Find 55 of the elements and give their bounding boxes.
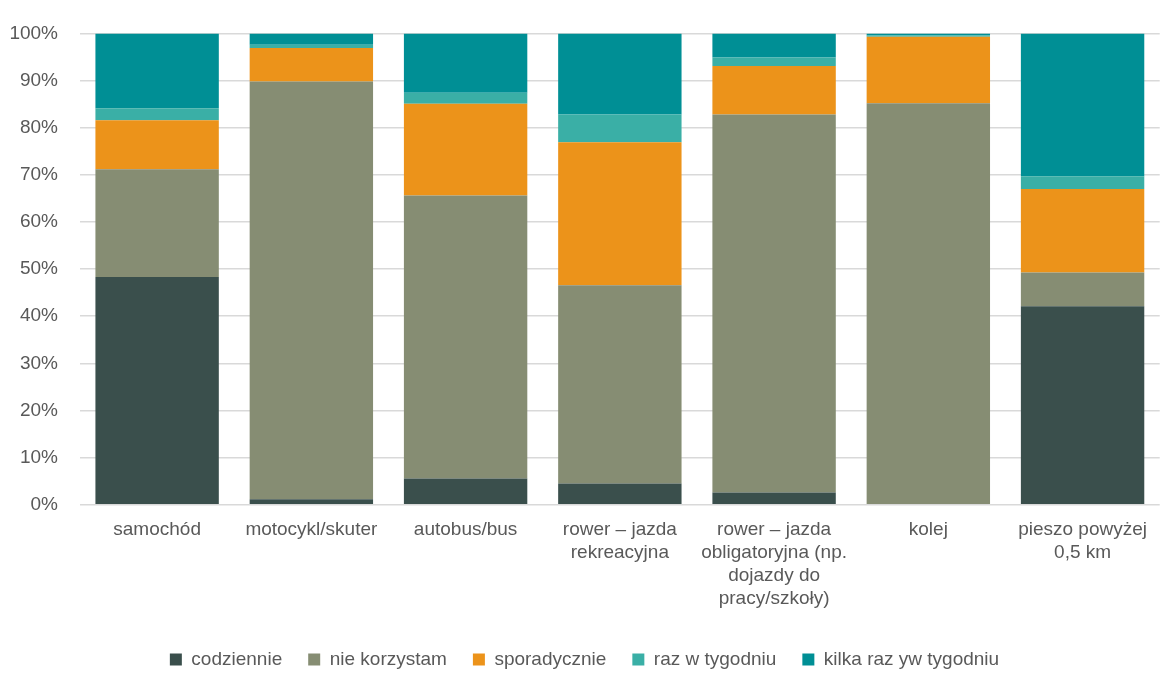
bar [95, 277, 219, 505]
bar [249, 81, 374, 500]
y-tick-label: 30% [19, 351, 59, 373]
bar [1020, 306, 1145, 505]
bar [403, 92, 528, 104]
x-tick-label: rower – jazda obligatoryjna (np. dojazdy do pracy/szkoły) [701, 518, 847, 608]
bar [712, 57, 836, 66]
y-tick-label: 20% [19, 398, 59, 420]
bar [95, 33, 219, 109]
bar [866, 103, 991, 505]
bar [558, 114, 682, 143]
bar [403, 195, 528, 479]
bar [558, 142, 682, 286]
x-tick-label: pieszo powyżej 0,5 km [1018, 518, 1147, 563]
legend-label: kilka raz yw tygodniu [823, 647, 1000, 669]
bar [1020, 188, 1145, 273]
bar [712, 114, 836, 493]
y-tick-label: 0% [30, 493, 59, 515]
y-tick-label: 60% [19, 210, 59, 232]
legend-label: codziennie [191, 647, 283, 669]
bar [1020, 33, 1145, 177]
y-tick-label: 40% [19, 304, 59, 326]
y-tick-label: 10% [19, 445, 59, 467]
bar [249, 48, 374, 82]
legend-label: raz w tygodniu [653, 647, 777, 669]
bar [866, 36, 991, 104]
bar [95, 169, 219, 278]
bar [558, 33, 682, 115]
x-tick-label: motocykl/skuter [245, 518, 379, 540]
bar [403, 478, 528, 505]
legend-label: sporadycznie [494, 647, 607, 669]
y-tick-label: 90% [19, 68, 59, 90]
bar [403, 33, 528, 93]
y-tick-label: 100% [9, 21, 59, 43]
bar [249, 33, 374, 45]
bar [558, 483, 682, 505]
x-tick-label: rower – jazda rekreacyjna [562, 518, 678, 563]
bar [249, 499, 374, 505]
x-tick-label: kolej [908, 518, 948, 540]
bar [1020, 272, 1145, 307]
y-tick-label: 80% [19, 115, 59, 137]
y-tick-label: 70% [19, 163, 59, 185]
bar [95, 120, 219, 170]
bar [95, 108, 219, 121]
bar [712, 65, 836, 115]
x-tick-label: autobus/bus [413, 518, 518, 540]
bar [712, 33, 836, 58]
bar [558, 285, 682, 484]
x-tick-label: samochód [113, 518, 201, 540]
bar [712, 492, 836, 505]
y-tick-label: 50% [19, 257, 59, 279]
bar [249, 44, 374, 49]
bar [403, 103, 528, 196]
legend-label: nie korzystam [329, 647, 447, 669]
bar [1020, 176, 1145, 189]
